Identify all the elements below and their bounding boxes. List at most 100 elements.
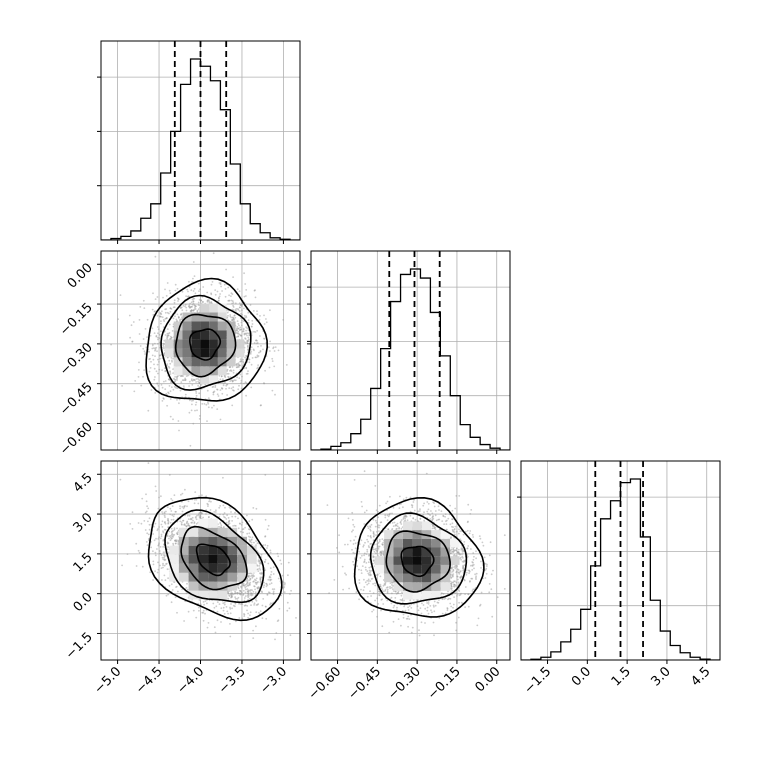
scatter-point	[143, 307, 146, 309]
scatter-point	[261, 604, 264, 607]
scatter-point	[181, 309, 184, 312]
scatter-point	[146, 532, 149, 535]
scatter-point	[194, 292, 197, 295]
scatter-point	[195, 616, 198, 619]
scatter-point	[263, 323, 266, 325]
scatter-point	[179, 507, 182, 510]
scatter-point	[244, 356, 247, 359]
scatter-point	[245, 295, 247, 297]
scatter-point	[256, 329, 259, 332]
scatter-point	[226, 372, 229, 375]
scatter-point	[202, 286, 205, 288]
scatter-point	[219, 418, 222, 421]
density-cell	[200, 321, 209, 331]
scatter-point	[164, 311, 167, 314]
scatter-point	[244, 595, 247, 597]
scatter-point	[155, 334, 158, 337]
scatter-point	[213, 606, 216, 609]
scatter-point	[213, 404, 215, 407]
scatter-point	[169, 373, 172, 375]
scatter-point	[172, 357, 175, 360]
scatter-point	[248, 358, 250, 361]
scatter-point	[218, 297, 220, 300]
scatter-point	[246, 345, 249, 348]
scatter-point	[207, 397, 210, 399]
scatter-point	[256, 342, 259, 344]
scatter-point	[179, 318, 182, 321]
scatter-point	[169, 307, 172, 309]
scatter-point	[259, 315, 261, 317]
scatter-point	[167, 378, 170, 381]
scatter-point	[145, 493, 147, 496]
scatter-point	[167, 391, 170, 394]
scatter-point	[246, 334, 248, 337]
scatter-point	[186, 288, 189, 291]
scatter-point	[154, 570, 157, 573]
scatter-point	[226, 394, 229, 396]
scatter-point	[238, 290, 241, 293]
scatter-point	[117, 318, 119, 321]
scatter-point	[202, 516, 205, 519]
scatter-point	[185, 586, 188, 589]
scatter-point	[236, 326, 239, 328]
scatter-point	[256, 542, 259, 545]
scatter-point	[119, 478, 122, 481]
scatter-point	[144, 511, 147, 514]
scatter-point	[177, 298, 180, 301]
scatter-point	[239, 306, 241, 309]
scatter-point	[263, 338, 266, 340]
scatter-point	[121, 564, 123, 567]
scatter-point	[171, 360, 173, 363]
scatter-point	[190, 301, 193, 304]
scatter-point	[224, 506, 226, 509]
scatter-point	[249, 304, 252, 306]
scatter-point	[176, 313, 179, 316]
scatter-point	[189, 302, 192, 305]
scatter-point	[162, 562, 164, 565]
scatter-point	[169, 415, 172, 418]
scatter-point	[218, 299, 220, 302]
scatter-point	[232, 371, 235, 374]
scatter-point	[206, 420, 208, 422]
scatter-point	[240, 379, 243, 382]
scatter-point	[232, 304, 235, 307]
scatter-point	[251, 323, 254, 325]
scatter-point	[237, 596, 240, 599]
scatter-point	[266, 544, 269, 547]
scatter-point	[186, 295, 189, 298]
scatter-point	[167, 593, 170, 596]
density-cell	[226, 330, 236, 340]
scatter-point	[198, 290, 200, 292]
scatter-point	[152, 579, 155, 581]
scatter-point	[156, 363, 159, 366]
density-cell	[217, 366, 227, 376]
density-cell	[173, 366, 183, 376]
scatter-point	[245, 329, 248, 332]
scatter-point	[243, 615, 246, 617]
density-cell	[235, 348, 245, 358]
scatter-point	[234, 602, 237, 605]
scatter-point	[158, 337, 161, 340]
scatter-point	[198, 392, 201, 395]
scatter-point	[152, 347, 155, 349]
scatter-point	[250, 363, 253, 366]
scatter-point	[232, 276, 235, 278]
scatter-point	[209, 509, 212, 511]
scatter-point	[260, 553, 263, 556]
scatter-point	[259, 350, 262, 353]
scatter-point	[227, 286, 230, 289]
scatter-point	[221, 290, 224, 292]
scatter-point	[283, 583, 286, 586]
scatter-point	[260, 404, 262, 407]
scatter-point	[148, 528, 151, 531]
scatter-point	[259, 569, 262, 571]
scatter-point	[237, 330, 240, 333]
scatter-point	[164, 288, 166, 291]
scatter-point	[286, 609, 289, 612]
scatter-point	[245, 289, 248, 291]
scatter-point	[239, 304, 242, 307]
scatter-point	[172, 372, 175, 375]
scatter-point	[210, 500, 212, 503]
scatter-point	[200, 299, 202, 302]
density-cell	[200, 312, 209, 322]
